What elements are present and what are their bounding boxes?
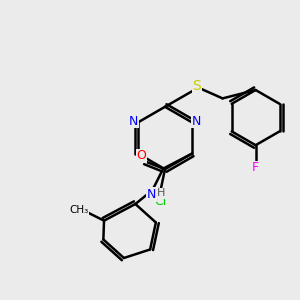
Text: N: N (146, 188, 156, 201)
Text: O: O (137, 149, 147, 163)
Text: S: S (192, 80, 201, 93)
Text: F: F (252, 161, 259, 175)
Text: Cl: Cl (154, 195, 166, 208)
Text: N: N (129, 115, 139, 128)
Text: N: N (191, 115, 201, 128)
Text: CH₃: CH₃ (69, 205, 88, 215)
Text: H: H (157, 188, 165, 198)
